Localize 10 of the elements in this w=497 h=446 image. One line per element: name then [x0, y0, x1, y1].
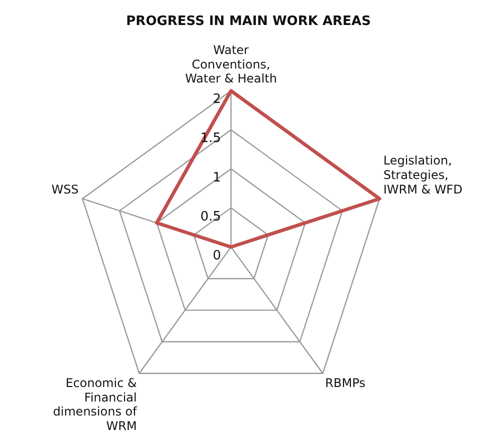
y-tick-label: 0	[212, 248, 221, 264]
chart-title: PROGRESS IN MAIN WORK AREAS	[126, 14, 371, 30]
spoke-label: Water Conventions, Water & Health	[185, 42, 277, 86]
y-tick-label: 2	[212, 92, 221, 108]
y-tick-label: 0.5	[200, 209, 221, 224]
spoke-label: RBMPs	[325, 376, 366, 390]
spoke-label: Economic & Financial dimensions of WRM	[53, 376, 138, 434]
y-tick-label: 1	[212, 170, 221, 186]
spoke-label: Legislation, Strategies, IWRM & WFD	[383, 154, 462, 196]
spoke-label: WSS	[52, 182, 79, 196]
